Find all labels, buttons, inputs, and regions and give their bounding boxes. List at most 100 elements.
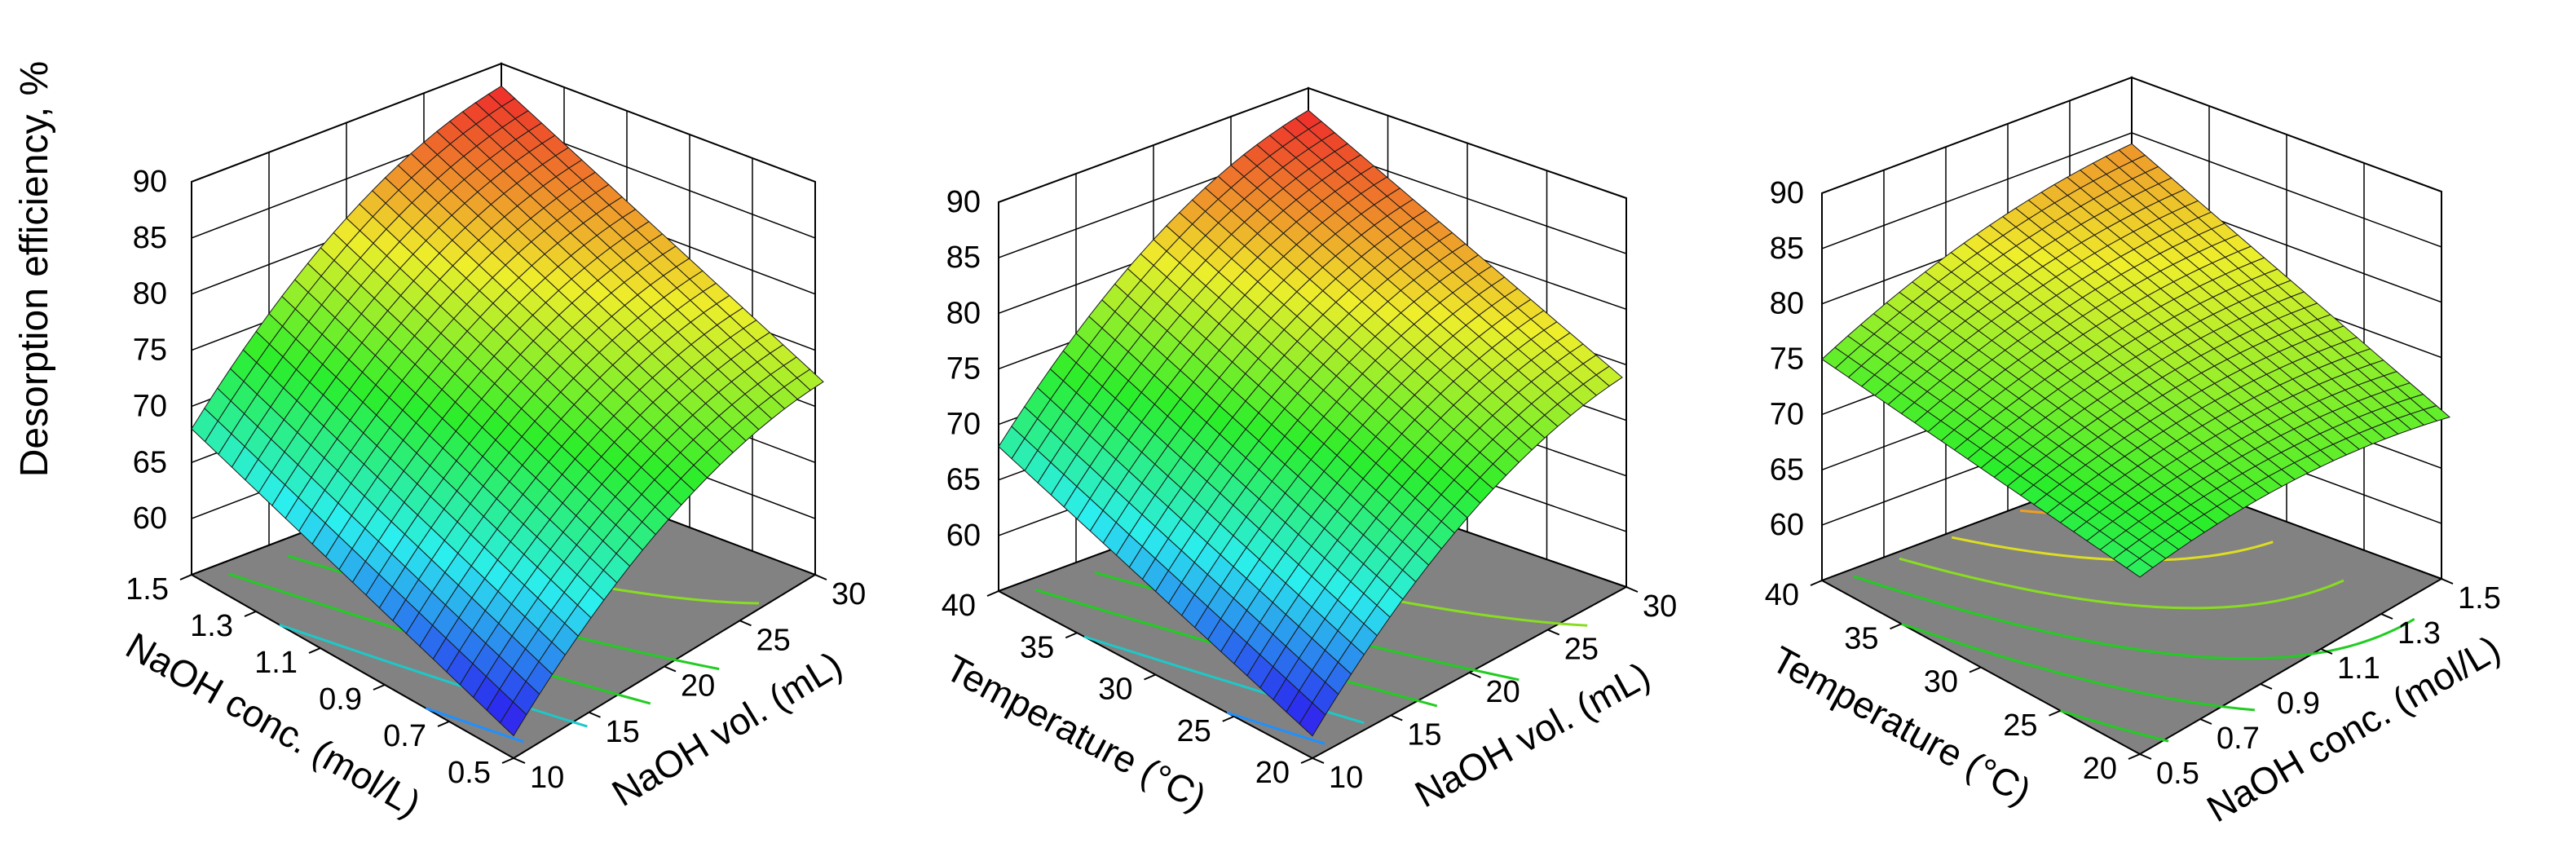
z-tick-label: 80	[1770, 287, 1804, 321]
right-axis-tick	[1390, 714, 1403, 722]
left-axis-tick-label: 1.5	[126, 572, 169, 607]
z-axis: 60 65 70 75 80 85 90	[946, 185, 981, 553]
left-axis-tick	[986, 590, 999, 597]
left-axis-tick	[2128, 753, 2141, 760]
z-tick-label: 65	[946, 463, 981, 497]
response-surface	[998, 109, 1623, 737]
z-gridline	[998, 87, 1627, 203]
left-axis-tick-label: 0.5	[448, 756, 491, 790]
left-axis-tick	[373, 684, 386, 691]
right-axis-tick	[1547, 629, 1560, 636]
left-axis-tick	[1810, 580, 1823, 586]
left-axis-tick	[437, 721, 450, 727]
left-axis-tick-label: 40	[942, 589, 976, 623]
z-tick-label: 80	[133, 277, 167, 311]
z-tick-label: 65	[1770, 452, 1804, 487]
left-axis-tick	[1969, 666, 1982, 673]
right-axis-tick	[2260, 683, 2273, 690]
right-axis-tick	[513, 757, 526, 764]
z-tick-label: 75	[946, 351, 981, 386]
surface-cell	[499, 701, 527, 737]
contour-line-76	[1853, 575, 2415, 660]
z-tick-label: 60	[133, 501, 167, 536]
surface-cell	[1299, 702, 1326, 737]
z-axis: 60 65 70 75 80 85 90	[1770, 176, 1804, 542]
left-axis-tick-label: 35	[1020, 630, 1054, 664]
z-tick-label: 90	[133, 165, 167, 199]
right-axis-tick-label: 1.1	[2337, 651, 2380, 686]
left-axis-tick-label: 30	[1098, 673, 1132, 707]
right-axis-tick	[589, 711, 601, 718]
contour-line-72	[2060, 709, 2169, 743]
right-axis-tick	[2441, 578, 2454, 585]
right-axis-tick	[2139, 753, 2152, 760]
contour-line-60	[1226, 711, 1325, 745]
z-tick-label: 70	[946, 408, 981, 442]
right-axis-tick-label: 0.7	[2217, 722, 2260, 756]
right-axis-tick	[1625, 586, 1639, 593]
z-axis-title: Desorption efficiency, %	[13, 61, 56, 477]
response-surface	[191, 85, 824, 737]
z-tick-label: 70	[133, 389, 167, 423]
right-axis-tick-label: 0.9	[2277, 686, 2320, 721]
right-axis-tick-label: 1.3	[2397, 616, 2441, 651]
z-tick-label: 85	[1770, 232, 1804, 266]
left-axis-tick-label: 1.3	[190, 609, 233, 643]
response-surface	[1821, 143, 2451, 578]
right-axis-tick-label: 10	[1329, 761, 1363, 795]
contour-line-74	[1901, 622, 2256, 712]
contour-line-65	[279, 623, 588, 728]
right-axis-tick	[739, 620, 752, 627]
left-axis-tick-label: 25	[2003, 708, 2037, 743]
floor-contour-plot	[1820, 463, 2444, 756]
left-axis-tick	[244, 611, 257, 617]
left-axis-tick	[1300, 757, 1313, 764]
left-axis-tick-label: 25	[1176, 714, 1211, 748]
z-tick-label: 90	[1770, 176, 1804, 210]
left-axis-tick-label: 0.7	[383, 719, 426, 753]
left-axis-tick	[501, 757, 514, 764]
left-axis-tick-label: 20	[1255, 756, 1290, 790]
right-axis-tick-label: 20	[681, 669, 715, 704]
right-axis-tick	[2380, 613, 2393, 620]
z-tick-label: 85	[946, 241, 981, 275]
right-axis-tick-label: 15	[1407, 718, 1441, 752]
right-axis-tick	[2320, 648, 2333, 655]
left-axis-tick	[1065, 632, 1078, 639]
right-axis-tick	[814, 574, 827, 580]
left-axis-tick	[1890, 623, 1902, 630]
left-axis-tick	[308, 647, 321, 654]
left-axis-tick	[1144, 673, 1156, 681]
right-axis-tick-label: 25	[1564, 633, 1599, 667]
left-axis-tick-label: 20	[2083, 752, 2117, 786]
right-axis-tick-label: 10	[530, 761, 564, 795]
right-axis-tick-label: 15	[606, 715, 640, 749]
right-axis-tick-label: 25	[756, 623, 791, 657]
right-axis-tick-label: 1.5	[2458, 581, 2501, 616]
z-tick-label: 85	[133, 221, 167, 255]
right-axis-tick	[664, 665, 677, 673]
left-axis-tick-label: 35	[1844, 621, 1878, 655]
z-gridline	[191, 63, 816, 183]
right-axis-tick-label: 0.5	[2156, 757, 2199, 791]
z-tick-label: 80	[946, 296, 981, 330]
right-axis-tick	[1312, 757, 1325, 764]
z-tick-label: 75	[133, 333, 167, 368]
left-axis-tick	[2049, 709, 2061, 717]
z-tick-label: 75	[1770, 342, 1804, 377]
z-gridline	[1821, 132, 2442, 249]
z-tick-label: 60	[1770, 508, 1804, 542]
z-tick-label: 65	[133, 445, 167, 479]
right-axis-tick	[2199, 718, 2212, 725]
right-axis-tick	[1469, 672, 1481, 678]
z-tick-label: 60	[946, 519, 981, 553]
left-axis-tick-label: 30	[1924, 665, 1958, 700]
right-axis-tick-label: 30	[1643, 589, 1677, 624]
right-axis-tick-label: 30	[831, 577, 866, 611]
left-axis-tick-label: 1.1	[254, 646, 298, 680]
surface-cell	[2125, 558, 2154, 578]
left-axis-tick	[1222, 715, 1235, 722]
left-axis-tick-label: 0.9	[319, 682, 362, 717]
